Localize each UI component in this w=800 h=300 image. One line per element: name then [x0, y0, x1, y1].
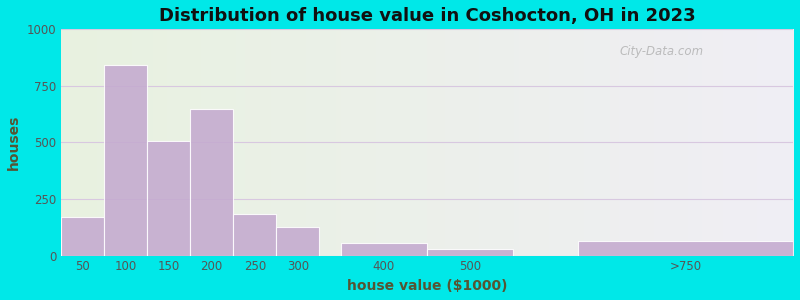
Bar — [104, 65, 147, 256]
Y-axis label: houses: houses — [7, 115, 21, 170]
Text: City-Data.com: City-Data.com — [619, 45, 703, 58]
Bar — [276, 227, 319, 256]
Bar — [341, 243, 427, 256]
Bar — [427, 249, 513, 256]
Bar — [190, 109, 234, 256]
Bar — [578, 241, 793, 256]
Bar — [234, 214, 276, 256]
X-axis label: house value ($1000): house value ($1000) — [346, 279, 507, 293]
Title: Distribution of house value in Coshocton, OH in 2023: Distribution of house value in Coshocton… — [158, 7, 695, 25]
Bar — [61, 217, 104, 256]
Bar — [147, 141, 190, 256]
